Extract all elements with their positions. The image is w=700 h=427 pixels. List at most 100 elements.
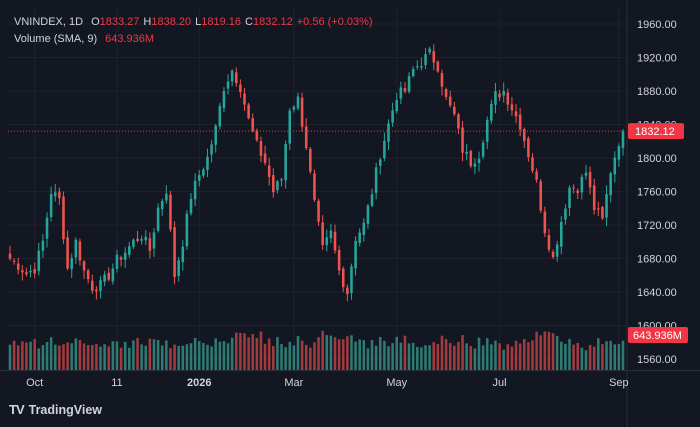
volume-bar — [354, 341, 357, 370]
volume-bar — [411, 342, 415, 370]
candle-body — [313, 173, 316, 200]
volume-bar — [444, 339, 448, 370]
volume-bar — [547, 331, 551, 370]
candle-body — [276, 181, 279, 191]
volume-bar — [378, 336, 382, 370]
volume-bar — [284, 347, 287, 370]
symbol-name[interactable]: VNINDEX — [14, 16, 63, 28]
candle-body — [173, 227, 176, 277]
volume-indicator-label[interactable]: Volume (SMA, 9) — [14, 33, 98, 45]
price-axis[interactable]: 1960.001920.001880.001840.001800.001760.… — [637, 19, 677, 366]
volume-bar — [584, 350, 588, 370]
time-tick-label: 11 — [111, 377, 122, 389]
candle-body — [321, 222, 324, 246]
candle-body — [103, 274, 106, 282]
tradingview-logo-text: TradingView — [28, 402, 103, 417]
candle-body — [259, 141, 263, 156]
candle-body — [169, 194, 172, 230]
volume-bar — [29, 341, 32, 370]
candle-body — [560, 221, 563, 247]
volume-bar — [514, 340, 518, 370]
candle-body — [239, 84, 242, 93]
candle-body — [115, 254, 119, 269]
volume-bar — [613, 344, 617, 370]
volume-bar — [551, 333, 555, 370]
candle-body — [214, 125, 217, 145]
volume-bar — [362, 340, 366, 370]
candle-body — [436, 61, 440, 72]
candle-body — [91, 280, 94, 291]
tradingview-logo[interactable]: TV TradingView — [9, 402, 102, 417]
volume-bar — [485, 338, 489, 370]
candle-body — [202, 169, 205, 176]
candle-body — [284, 144, 287, 181]
volume-bar — [346, 336, 349, 370]
volume-bar — [185, 344, 189, 370]
volume-bar — [25, 342, 28, 370]
volume-indicator-value: 643.936M — [105, 33, 155, 45]
volume-bar — [461, 335, 464, 370]
price-tick-label: 1920.00 — [637, 53, 677, 65]
volume-bar — [420, 347, 423, 370]
volume-bar — [564, 343, 567, 370]
candle-body — [317, 200, 320, 222]
candle-body — [605, 194, 608, 218]
volume-bar — [358, 339, 361, 370]
volume-bar — [531, 340, 534, 370]
volume-bar — [132, 340, 135, 370]
time-axis[interactable]: Oct 11 2026 Mar May Jul Sep — [26, 377, 629, 389]
candle-body — [576, 190, 580, 194]
candle-body — [609, 173, 612, 196]
volume-bar — [317, 337, 320, 370]
volume-sma-badge: 643.936M — [628, 327, 688, 343]
candle-body — [210, 144, 213, 155]
price-tick-label: 1560.00 — [637, 354, 677, 366]
candle-body — [230, 70, 234, 82]
candle-body — [49, 194, 53, 217]
volume-bar — [202, 343, 205, 370]
close-value: 1832.12 — [252, 16, 293, 28]
candle-body — [350, 266, 353, 294]
candle-body — [62, 196, 65, 240]
candle-body — [25, 272, 28, 275]
volume-bar — [218, 341, 222, 370]
tradingview-logo-icon: TV — [9, 402, 25, 417]
volume-bar — [535, 331, 538, 370]
candle-body — [152, 232, 156, 249]
candle-body — [144, 236, 148, 241]
volume-bar — [506, 344, 510, 370]
volume-bar — [165, 340, 168, 370]
volume-bar — [33, 339, 36, 370]
low-value: 1819.16 — [201, 16, 242, 28]
volume-bar — [255, 337, 259, 370]
candle-body — [428, 48, 431, 53]
candle-body — [473, 163, 477, 167]
volume-bar — [539, 335, 542, 370]
volume-bar — [53, 344, 57, 370]
volume-bar — [226, 343, 230, 370]
volume-bar — [99, 346, 102, 370]
candle-body — [193, 180, 197, 200]
candle-body — [12, 260, 16, 262]
candle-body — [416, 66, 419, 68]
volume-bar — [555, 335, 559, 370]
candle-body — [498, 93, 501, 98]
volume-bar — [70, 343, 73, 370]
candle-body — [300, 97, 304, 127]
volume-bar — [617, 344, 621, 370]
candle-body — [86, 270, 90, 280]
volume-bar — [490, 344, 493, 370]
volume-bar — [473, 348, 477, 370]
candle-body — [206, 156, 209, 171]
candle-body — [160, 201, 164, 210]
volume-bar — [333, 337, 337, 370]
candle-body — [440, 73, 444, 87]
candle-body — [58, 191, 61, 199]
candle-body — [354, 240, 357, 269]
candle-body — [272, 175, 275, 193]
interval-label[interactable]: 1D — [69, 16, 84, 28]
time-tick-label: 2026 — [187, 377, 211, 389]
candle-body — [518, 114, 522, 130]
volume-bar — [477, 337, 481, 370]
